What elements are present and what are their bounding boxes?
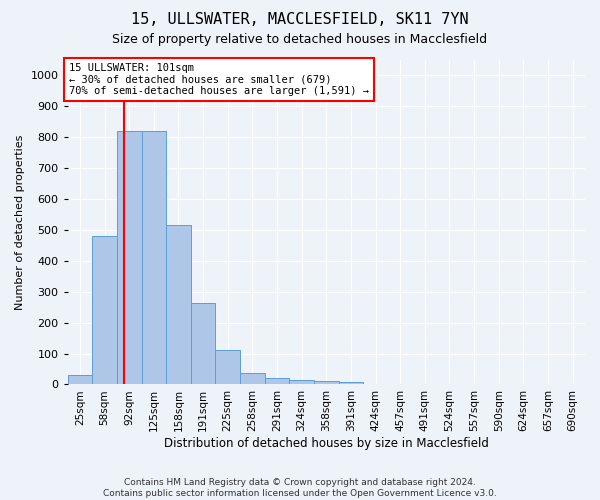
Bar: [92, 236, 117, 384]
Y-axis label: Number of detached properties: Number of detached properties: [15, 134, 25, 310]
Bar: [265, 378, 289, 384]
Text: 15 ULLSWATER: 101sqm
← 30% of detached houses are smaller (679)
70% of semi-deta: 15 ULLSWATER: 101sqm ← 30% of detached h…: [69, 63, 369, 96]
Text: Size of property relative to detached houses in Macclesfield: Size of property relative to detached ho…: [112, 32, 488, 46]
X-axis label: Distribution of detached houses by size in Macclesfield: Distribution of detached houses by size …: [164, 437, 489, 450]
Bar: [68, 375, 92, 384]
Bar: [166, 226, 191, 384]
Bar: [289, 380, 314, 384]
Text: Contains HM Land Registry data © Crown copyright and database right 2024.
Contai: Contains HM Land Registry data © Crown c…: [103, 478, 497, 498]
Bar: [191, 302, 215, 384]
Bar: [142, 131, 166, 384]
Bar: [117, 131, 142, 384]
Bar: [240, 372, 265, 384]
Bar: [314, 382, 338, 384]
Bar: [215, 350, 240, 384]
Bar: [338, 382, 363, 384]
Text: 15, ULLSWATER, MACCLESFIELD, SK11 7YN: 15, ULLSWATER, MACCLESFIELD, SK11 7YN: [131, 12, 469, 28]
